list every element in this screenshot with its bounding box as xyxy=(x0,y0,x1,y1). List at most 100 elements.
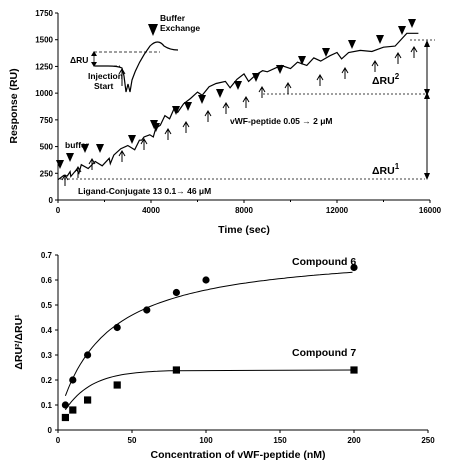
injection-marker-down xyxy=(66,153,74,162)
top-ylabel: Response (RU) xyxy=(8,68,20,143)
injection-arrow-up xyxy=(410,46,418,58)
injection-marker-down xyxy=(398,26,406,35)
bottom-ytick-label: 0.4 xyxy=(41,326,53,335)
injection-arrow-up xyxy=(140,138,148,150)
injection-arrow-up xyxy=(61,174,69,186)
top-ytick-label: 250 xyxy=(40,169,54,178)
injection-arrow-up xyxy=(316,74,324,86)
top-xtick-label: 0 xyxy=(56,206,61,215)
compound6-point xyxy=(84,351,92,359)
injection-marker-down xyxy=(81,144,89,153)
compound6-point xyxy=(69,376,77,384)
bottom-xtick-label: 200 xyxy=(347,436,361,445)
compound6-points xyxy=(61,263,358,409)
compound6-fit-curve xyxy=(64,271,353,396)
compound7-point xyxy=(69,406,77,414)
injection-start-label-1: Injection xyxy=(88,71,123,81)
injection-arrow-up xyxy=(258,86,266,98)
bottom-ytick-label: 0.3 xyxy=(41,351,53,360)
ligand-conjugate-label: Ligand-Conjugate 13 0.1→ 46 μM xyxy=(78,186,211,196)
inset-curve xyxy=(95,41,179,93)
bottom-xtick-labels: 0 50 100 150 200 250 xyxy=(56,436,435,445)
bottom-ytick-label: 0.2 xyxy=(41,376,53,385)
injection-marker-down xyxy=(252,73,260,82)
delta-ru2-arrow-head-top xyxy=(424,40,430,47)
injection-marker-down xyxy=(96,144,104,153)
bottom-ytick-label: 0.7 xyxy=(41,251,53,260)
bottom-xtick-label: 50 xyxy=(128,436,137,445)
delta-ru1-arrow-head-top xyxy=(424,92,430,99)
injection-marker-down xyxy=(152,123,160,132)
compound7-point xyxy=(172,366,180,374)
injection-marker-down xyxy=(322,48,330,57)
injection-marker-down xyxy=(298,56,306,65)
injection-arrow-up xyxy=(341,67,349,79)
top-series-line xyxy=(57,32,419,181)
bottom-ytick-label: 0.6 xyxy=(41,276,53,285)
bottom-xlabel: Concentration of vWF-peptide (nM) xyxy=(151,449,326,461)
compound6-point xyxy=(61,401,69,409)
injection-arrow-up xyxy=(88,158,96,170)
top-ytick-label: 1750 xyxy=(35,9,53,18)
top-xlabel: Time (sec) xyxy=(218,224,270,236)
inset-arrow-up-head xyxy=(91,51,97,56)
buffer-label: buffer xyxy=(65,140,90,150)
inset-delta-ru-label: ΔRU xyxy=(70,55,88,65)
injection-marker-down xyxy=(408,19,416,28)
vwf-peptide-label: vWF-peptide 0.05 → 2 μM xyxy=(230,116,333,126)
bottom-ytick-label: 0.1 xyxy=(41,401,53,410)
injection-arrow-up xyxy=(182,121,190,133)
bottom-xtick-label: 150 xyxy=(273,436,287,445)
bottom-xtick-label: 100 xyxy=(199,436,213,445)
injection-arrow-up xyxy=(164,128,172,140)
injection-marker-down xyxy=(56,160,64,169)
injection-marker-down xyxy=(234,81,242,90)
injection-marker-down xyxy=(128,135,136,144)
top-ytick-label: 1500 xyxy=(35,36,53,45)
compound6-label: Compound 6 xyxy=(292,256,356,268)
bottom-ticks xyxy=(55,254,429,433)
top-ytick-labels: 0 250 500 750 1000 1250 1500 1750 xyxy=(35,9,53,205)
injection-marker-down xyxy=(184,102,192,111)
top-injection-markers xyxy=(56,19,418,186)
injection-marker-down xyxy=(172,106,180,115)
injection-arrow-up xyxy=(222,102,230,114)
inset-exchange-marker xyxy=(148,24,158,36)
inset-injection-arrow xyxy=(118,68,126,86)
inset: ΔRU Injection Start Buffer Exchange xyxy=(70,13,200,93)
injection-arrow-up xyxy=(394,52,402,64)
binding-chart: 0 0.1 0.2 0.3 0.4 0.5 0.6 0.7 0 50 100 150 200 250 Δ… xyxy=(13,251,435,461)
bottom-ytick-labels: 0 0.1 0.2 0.3 0.4 0.5 0.6 0.7 xyxy=(41,251,53,435)
bottom-ytick-label: 0.5 xyxy=(41,301,53,310)
injection-marker-down xyxy=(198,95,206,104)
bottom-xtick-label: 0 xyxy=(56,436,61,445)
injection-arrow-up xyxy=(371,60,379,72)
compound7-points xyxy=(61,366,358,422)
compound6-point xyxy=(113,323,121,332)
bottom-xtick-label: 250 xyxy=(421,436,435,445)
bottom-ytick-label: 0 xyxy=(48,426,53,435)
injection-arrow-up xyxy=(242,96,250,108)
delta-ru2-label: ΔRU2 xyxy=(372,72,400,87)
top-xtick-label: 8000 xyxy=(235,206,253,215)
top-xtick-label: 16000 xyxy=(419,206,442,215)
compound7-point xyxy=(113,381,121,389)
injection-arrow-up xyxy=(118,150,126,162)
sensorgram-chart: 0 250 500 750 1000 1250 1500 1750 0 4000 8000 1200… xyxy=(8,9,442,236)
compound7-point xyxy=(61,413,69,422)
compound7-label: Compound 7 xyxy=(292,347,356,359)
compound6-point xyxy=(172,288,180,297)
injection-marker-down xyxy=(348,40,356,49)
inset-arrow-down-head xyxy=(91,62,97,67)
injection-arrow-up xyxy=(204,110,212,122)
delta-ru1-label: ΔRU1 xyxy=(372,162,400,177)
injection-marker-down xyxy=(276,65,284,74)
injection-marker-down xyxy=(376,35,384,44)
injection-marker-down xyxy=(216,89,224,98)
compound6-point xyxy=(350,263,358,272)
delta-ru1-arrow-head-bottom xyxy=(424,173,430,180)
compound6-point xyxy=(143,306,151,314)
compound6-point xyxy=(202,276,210,284)
buffer-exchange-label-1: Buffer xyxy=(160,13,186,23)
